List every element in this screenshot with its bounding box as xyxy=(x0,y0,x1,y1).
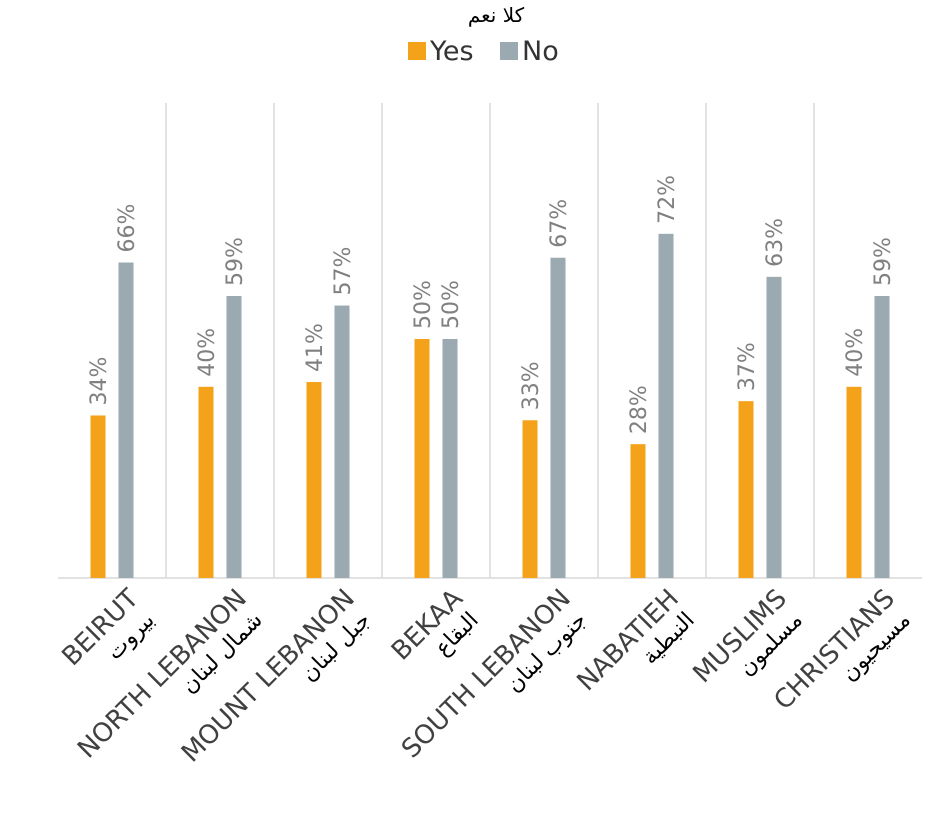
bar-yes-4 xyxy=(522,420,538,578)
data-label-no-1: 59% xyxy=(223,237,248,286)
bar-yes-1 xyxy=(198,386,214,578)
bar-no-6 xyxy=(766,276,782,578)
legend-label-no: No xyxy=(522,36,559,67)
bar-yes-6 xyxy=(738,401,754,578)
bar-no-0 xyxy=(118,262,134,578)
bar-yes-3 xyxy=(414,339,430,578)
data-label-yes-4: 33% xyxy=(519,361,544,410)
data-label-no-3: 50% xyxy=(439,280,464,329)
bar-no-1 xyxy=(226,295,242,578)
legend-swatch-yes xyxy=(408,42,426,60)
data-label-yes-6: 37% xyxy=(735,342,760,391)
bar-yes-5 xyxy=(630,444,646,578)
data-label-yes-0: 34% xyxy=(87,357,112,406)
bar-no-2 xyxy=(334,305,350,578)
data-label-no-0: 66% xyxy=(115,204,140,253)
bars xyxy=(90,233,890,578)
data-label-yes-7: 40% xyxy=(843,328,868,377)
data-label-yes-1: 40% xyxy=(195,328,220,377)
data-label-no-6: 63% xyxy=(763,218,788,267)
data-label-no-2: 57% xyxy=(331,247,356,296)
data-label-yes-5: 28% xyxy=(627,385,652,434)
legend-arabic-title: كلا نعم xyxy=(468,3,525,27)
category-separators xyxy=(165,103,815,578)
legend-swatch-no xyxy=(500,42,518,60)
data-label-no-4: 67% xyxy=(547,199,572,248)
bar-yes-0 xyxy=(90,415,106,578)
data-labels: 34% 66% 40% 59% 41% 57% 50% 50% 33% 67% 28% 72% 37% 6… xyxy=(87,175,896,434)
bar-yes-2 xyxy=(306,382,322,578)
bar-yes-7 xyxy=(846,386,862,578)
bar-no-3 xyxy=(442,339,458,578)
bar-no-5 xyxy=(658,233,674,578)
bar-no-4 xyxy=(550,257,566,578)
bar-no-7 xyxy=(874,295,890,578)
data-label-no-5: 72% xyxy=(655,175,680,224)
data-label-yes-2: 41% xyxy=(303,323,328,372)
legend-label-yes: Yes xyxy=(429,36,474,67)
data-label-yes-3: 50% xyxy=(411,280,436,329)
legend: كلا نعم Yes No xyxy=(408,3,559,67)
data-label-no-7: 59% xyxy=(871,237,896,286)
